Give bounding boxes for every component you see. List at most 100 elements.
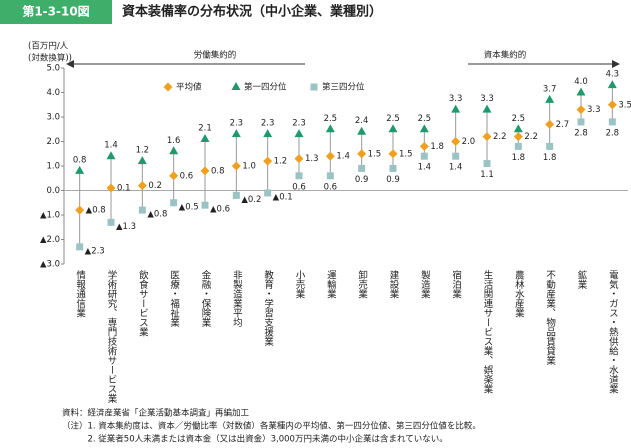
y-tick-label: 3.0 — [46, 113, 60, 123]
arrow-head — [612, 60, 620, 68]
value-label: 1.5 — [368, 149, 382, 159]
data-point — [106, 183, 116, 193]
data-point — [513, 132, 523, 142]
data-point — [357, 126, 367, 135]
data-point — [295, 172, 303, 180]
value-label: ▲0.5 — [179, 202, 199, 212]
data-point — [325, 124, 335, 133]
value-label: 0.2 — [148, 181, 162, 191]
value-label: 1.3 — [305, 154, 319, 164]
x-tick-label: 医療・福祉業 — [168, 270, 180, 328]
value-label: 3.3 — [480, 94, 494, 104]
data-point — [169, 171, 179, 181]
value-label: 0.6 — [180, 171, 194, 181]
data-point — [451, 104, 461, 113]
value-label: 2.3 — [292, 119, 306, 129]
legend-label: 平均値 — [176, 82, 202, 93]
value-label: 1.1 — [480, 170, 494, 180]
value-label: 1.8 — [430, 142, 444, 152]
value-label: 2.8 — [606, 128, 620, 138]
value-label: 2.2 — [524, 132, 538, 142]
value-label: 1.8 — [512, 153, 526, 163]
y-tick-label: 5.0 — [46, 64, 60, 74]
data-point — [75, 165, 85, 174]
value-label: ▲0.2 — [241, 195, 261, 205]
data-point — [231, 129, 241, 138]
value-label: 3.5 — [618, 100, 631, 110]
title: 資本装備率の分布状況（中小企業、業種別） — [122, 4, 382, 20]
data-point — [137, 156, 147, 165]
value-label: 2.5 — [418, 114, 432, 124]
x-tick-label: 情報通信業 — [74, 269, 86, 318]
data-point — [576, 105, 586, 115]
value-label: ▲1.3 — [116, 222, 136, 232]
data-point — [325, 151, 335, 161]
data-point — [294, 129, 304, 138]
data-point — [263, 156, 273, 166]
annotation: 資本集約的 — [484, 50, 527, 61]
data-point — [107, 218, 115, 226]
value-label: 2.0 — [462, 137, 476, 147]
data-point — [357, 149, 367, 159]
y-tick-label: 2.0 — [46, 137, 60, 147]
value-label: 2.3 — [230, 119, 244, 129]
value-label: 2.5 — [386, 114, 400, 124]
x-tick-label: 学術研究、専門技術サービス業 — [106, 269, 118, 404]
data-point — [576, 87, 586, 96]
data-point — [577, 118, 585, 126]
data-point — [137, 181, 147, 191]
annotation: 労働集約的 — [194, 50, 237, 61]
legend-label: 第一四分位 — [244, 82, 287, 93]
value-label: 2.5 — [512, 114, 526, 124]
value-label: 1.4 — [449, 163, 463, 173]
value-label: 3.3 — [587, 105, 601, 115]
badge-text: 第1-3-10図 — [22, 4, 89, 19]
value-label: 1.4 — [336, 152, 350, 162]
x-tick-label: 不動産業、物品賃貸業 — [544, 270, 556, 366]
value-label: 2.4 — [355, 116, 369, 126]
x-tick-label: 電気・ガス・熱供給・水道業 — [607, 270, 619, 394]
data-point — [76, 243, 84, 251]
value-label: 0.9 — [355, 175, 369, 185]
value-label: 0.6 — [292, 182, 306, 192]
value-label: 0.6 — [324, 182, 338, 192]
footer-text: 資料：経済産業省「企業活動基本調査」再編加工 — [62, 408, 250, 419]
footer-text: （注）1. 資本集約度は、資本／労働比率（対数値）各業種内の平均値、第一四分位値… — [62, 421, 481, 432]
data-point — [420, 152, 428, 160]
data-point — [170, 199, 178, 207]
badge — [0, 0, 112, 24]
legend-label: 第三四分位 — [322, 82, 365, 93]
data-point — [388, 149, 398, 159]
data-point — [389, 164, 397, 172]
value-label: 2.7 — [556, 120, 570, 130]
data-point — [326, 172, 334, 180]
value-label: 1.5 — [399, 149, 413, 159]
arrow-head — [66, 60, 74, 68]
x-tick-label: 建設業 — [388, 269, 400, 299]
data-point — [451, 137, 461, 146]
data-point — [294, 154, 304, 164]
value-label: 2.8 — [574, 128, 588, 138]
data-point — [452, 152, 460, 160]
value-label: 1.6 — [167, 136, 181, 146]
value-label: 4.3 — [606, 70, 620, 80]
y-tick-label: 0.0 — [46, 186, 60, 196]
data-point — [545, 94, 555, 103]
legend-marker — [231, 82, 241, 90]
x-tick-label: 卸売業 — [356, 269, 368, 299]
value-label: 1.4 — [104, 141, 118, 151]
value-label: 0.9 — [386, 175, 400, 185]
value-label: 1.4 — [418, 163, 432, 173]
data-point — [231, 161, 241, 171]
data-point — [263, 129, 273, 138]
data-point — [545, 119, 555, 129]
y-tick-label: ▲1.0 — [40, 211, 60, 221]
data-point — [232, 191, 240, 199]
data-point — [607, 80, 617, 89]
data-point — [264, 189, 272, 197]
value-label: 3.7 — [543, 84, 557, 94]
x-tick-label: 飲食サービス業 — [137, 269, 149, 337]
value-label: ▲0.8 — [147, 210, 167, 220]
